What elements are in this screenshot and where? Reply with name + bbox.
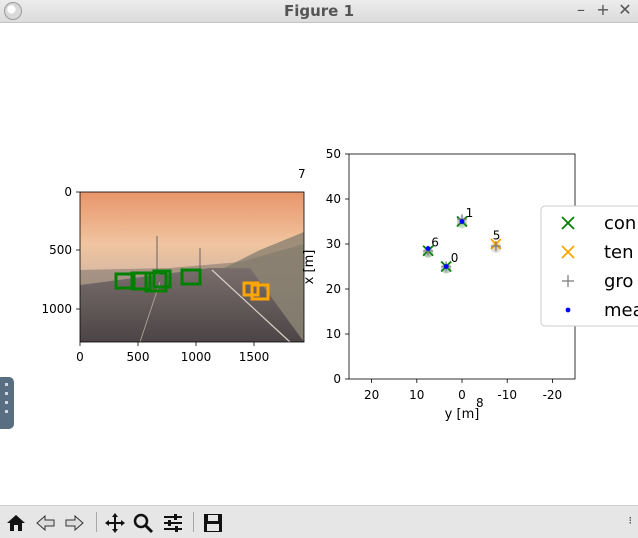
close-button[interactable]: ✕ (618, 0, 632, 19)
y-tick-label: 10 (326, 327, 341, 341)
figure-label-left: 7 (298, 167, 306, 181)
y-tick-label: 0 (333, 372, 341, 386)
x-tick-label: -20 (543, 388, 563, 402)
x-tick-label: 10 (409, 388, 424, 402)
image-x-tick: 1000 (181, 350, 212, 364)
y-tick-label: 50 (326, 147, 341, 161)
detection-boxes-orange (242, 281, 270, 301)
figure-label-right: 8 (476, 396, 484, 410)
y-tick-label: 40 (326, 192, 341, 206)
x-tick-label: 20 (364, 388, 379, 402)
x-axis-label: y [m] (445, 407, 480, 422)
image-y-tick: 0 (64, 185, 72, 199)
forward-icon[interactable] (62, 510, 88, 535)
toolbar-separator (96, 512, 97, 532)
legend-marker-gro (562, 275, 574, 287)
legend-marker-ten (561, 245, 575, 259)
x-tick-label: -10 (497, 388, 517, 402)
image-x-tick: 0 (76, 350, 84, 364)
point-annotation: 0 (451, 251, 459, 265)
point-annotation: 1 (466, 206, 474, 220)
legend-label: mea (604, 300, 638, 321)
legend-marker-con (561, 216, 575, 230)
legend-marker-mea (565, 307, 571, 313)
point-gro (490, 241, 501, 252)
point-annotation: 5 (493, 229, 501, 243)
app-icon (4, 2, 22, 20)
navigation-toolbar: ⁝ (0, 505, 638, 538)
zoom-icon[interactable] (130, 510, 156, 535)
pan-icon[interactable] (102, 510, 128, 535)
configure-icon[interactable] (160, 510, 186, 535)
detection-boxes-green (114, 268, 202, 293)
status-readout: ⁝ (628, 514, 633, 527)
back-icon[interactable] (32, 510, 58, 535)
point-mea (459, 219, 465, 224)
save-icon[interactable] (200, 510, 226, 535)
dock-handle[interactable] (0, 377, 14, 429)
window-title: Figure 1 (283, 2, 355, 20)
y-axis-label: x [m] (302, 250, 317, 285)
home-icon[interactable] (3, 510, 29, 535)
image-x-tick: 500 (127, 350, 150, 364)
minimize-button[interactable]: – (577, 0, 585, 19)
y-tick-label: 20 (326, 282, 341, 296)
camera-image-panel (79, 191, 305, 343)
x-tick-label: 0 (458, 388, 466, 402)
point-mea (425, 246, 431, 251)
figure-canvas[interactable]: 0 500 1000 1500 0 500 1000 7 20 10 0 -10 -20… (0, 23, 638, 505)
legend-label: gro (604, 271, 633, 292)
maximize-button[interactable]: + (596, 0, 610, 19)
title-bar: Figure 1 – + ✕ (0, 0, 638, 23)
y-tick-label: 30 (326, 237, 341, 251)
legend-label: con (604, 213, 636, 234)
point-annotation: 6 (431, 235, 439, 249)
toolbar-separator (193, 512, 194, 532)
image-x-tick: 1500 (239, 350, 270, 364)
legend-label: ten (604, 242, 634, 263)
legend: con ten gro mea (540, 205, 638, 327)
image-y-tick: 1000 (41, 302, 72, 316)
point-mea (443, 264, 449, 269)
image-axis-ticks: 0 500 1000 1500 0 500 1000 (41, 185, 269, 364)
image-y-tick: 500 (49, 243, 72, 257)
